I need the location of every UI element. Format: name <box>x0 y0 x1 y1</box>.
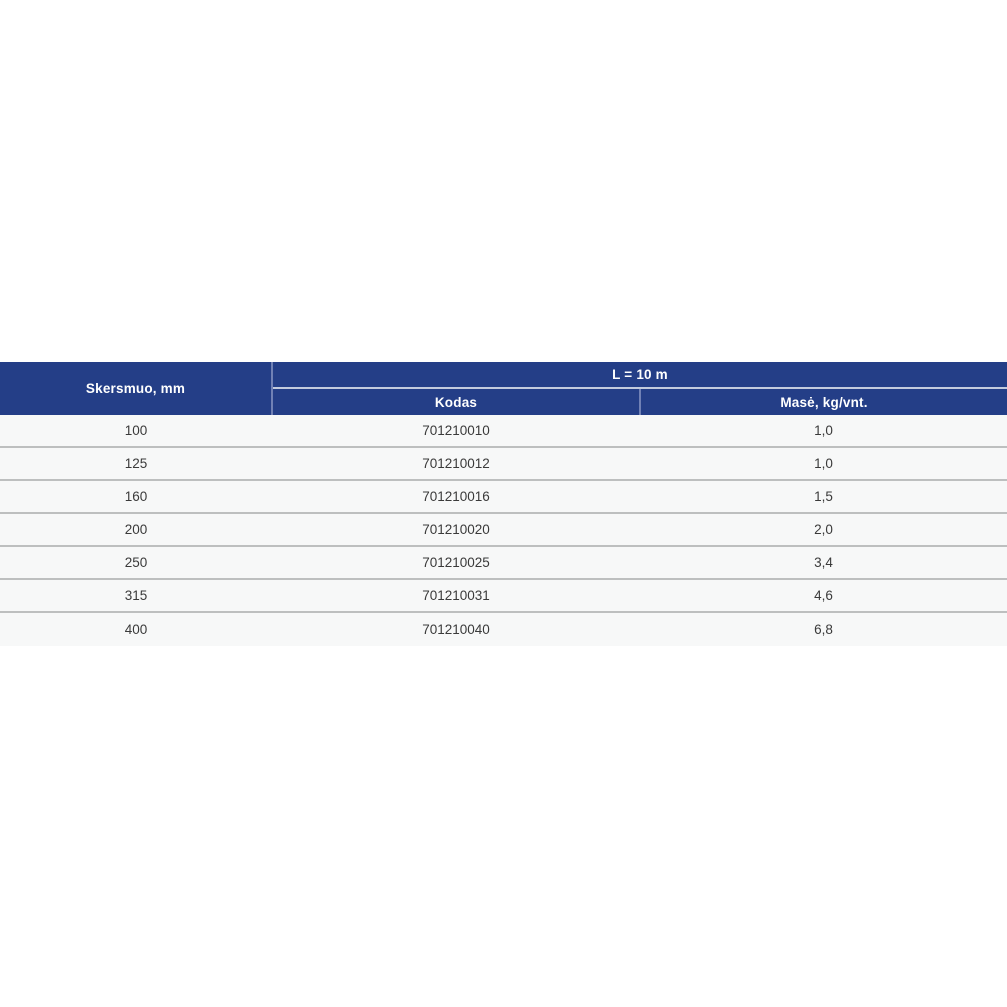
table-row: 250 701210025 3,4 <box>0 546 1007 580</box>
cell-diameter: 400 <box>0 612 272 646</box>
cell-mass: 6,8 <box>640 612 1007 646</box>
cell-code: 701210040 <box>272 612 640 646</box>
cell-code: 701210025 <box>272 546 640 580</box>
column-header-mass: Masė, kg/vnt. <box>640 388 1007 415</box>
cell-code: 701210010 <box>272 415 640 448</box>
cell-mass: 2,0 <box>640 513 1007 547</box>
cell-code: 701210020 <box>272 513 640 547</box>
cell-code: 701210016 <box>272 480 640 514</box>
cell-mass: 1,0 <box>640 447 1007 481</box>
table-row: 125 701210012 1,0 <box>0 447 1007 481</box>
product-spec-table: Skersmuo, mm L = 10 m Kodas Masė, kg/vnt… <box>0 362 1007 646</box>
cell-diameter: 125 <box>0 447 272 481</box>
table-row: 400 701210040 6,8 <box>0 612 1007 646</box>
cell-diameter: 250 <box>0 546 272 580</box>
cell-diameter: 100 <box>0 415 272 448</box>
cell-code: 701210031 <box>272 579 640 613</box>
cell-diameter: 315 <box>0 579 272 613</box>
cell-code: 701210012 <box>272 447 640 481</box>
header-row-columns: Kodas Masė, kg/vnt. <box>0 388 1007 415</box>
header-row-group: Skersmuo, mm L = 10 m <box>0 362 1007 415</box>
table-row: 200 701210020 2,0 <box>0 513 1007 547</box>
table-row: 315 701210031 4,6 <box>0 579 1007 613</box>
cell-mass: 1,0 <box>640 415 1007 448</box>
table-row: 100 701210010 1,0 <box>0 415 1007 448</box>
cell-mass: 1,5 <box>640 480 1007 514</box>
table-body: 100 701210010 1,0 125 701210012 1,0 160 … <box>0 415 1007 646</box>
column-header-code: Kodas <box>272 388 641 415</box>
cell-diameter: 160 <box>0 480 272 514</box>
cell-mass: 4,6 <box>640 579 1007 613</box>
table-header: Skersmuo, mm L = 10 m Kodas Masė, kg/vnt… <box>0 362 1007 415</box>
cell-diameter: 200 <box>0 513 272 547</box>
table-row: 160 701210016 1,5 <box>0 480 1007 514</box>
column-group-header-length: L = 10 m <box>272 362 1007 389</box>
cell-mass: 3,4 <box>640 546 1007 580</box>
column-header-diameter: Skersmuo, mm <box>0 362 273 415</box>
